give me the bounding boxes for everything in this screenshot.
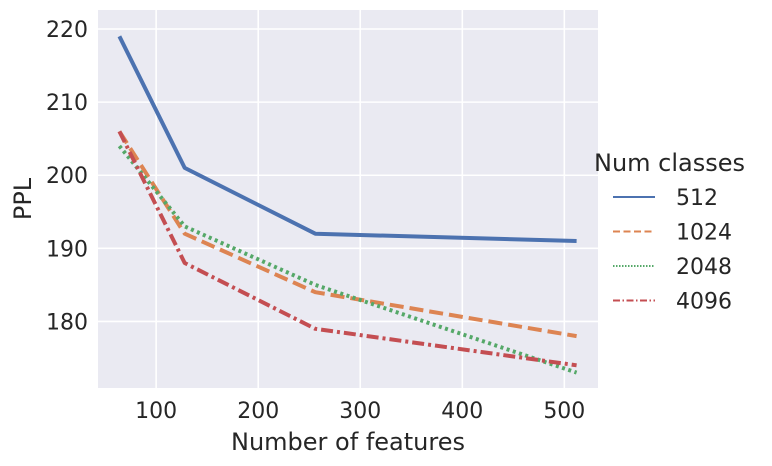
x-tick-label: 200 bbox=[237, 399, 279, 424]
series-line-1024 bbox=[117, 130, 577, 339]
legend-label-2048: 2048 bbox=[676, 255, 732, 280]
x-axis-label: Number of features bbox=[231, 428, 465, 456]
y-tick-labels: 180 190 200 210 220 bbox=[46, 18, 88, 335]
plot-area bbox=[98, 10, 598, 388]
y-axis-label: PPL bbox=[9, 177, 37, 220]
x-tick-label: 300 bbox=[339, 399, 381, 424]
y-tick-label: 210 bbox=[46, 91, 88, 116]
legend-items: 512 1024 2048 4096 bbox=[613, 186, 732, 315]
x-tick-label: 400 bbox=[441, 399, 483, 424]
series-line-2048 bbox=[117, 144, 578, 375]
grid-lines bbox=[98, 10, 598, 388]
y-tick-label: 190 bbox=[46, 237, 88, 262]
series-line-512 bbox=[117, 35, 577, 243]
y-tick-label: 180 bbox=[46, 310, 88, 335]
x-tick-label: 100 bbox=[135, 399, 177, 424]
legend-label-4096: 4096 bbox=[676, 290, 732, 315]
y-tick-label: 200 bbox=[46, 164, 88, 189]
legend-label-1024: 1024 bbox=[676, 221, 732, 246]
legend-title: Num classes bbox=[594, 149, 745, 177]
x-tick-labels: 100 200 300 400 500 bbox=[135, 399, 585, 424]
x-tick-label: 500 bbox=[543, 399, 585, 424]
legend-label-512: 512 bbox=[676, 186, 718, 211]
y-tick-label: 220 bbox=[46, 18, 88, 43]
series-lines bbox=[117, 35, 578, 375]
series-line-4096 bbox=[117, 130, 577, 368]
legend: Num classes 512 1024 2048 4096 bbox=[594, 149, 745, 315]
